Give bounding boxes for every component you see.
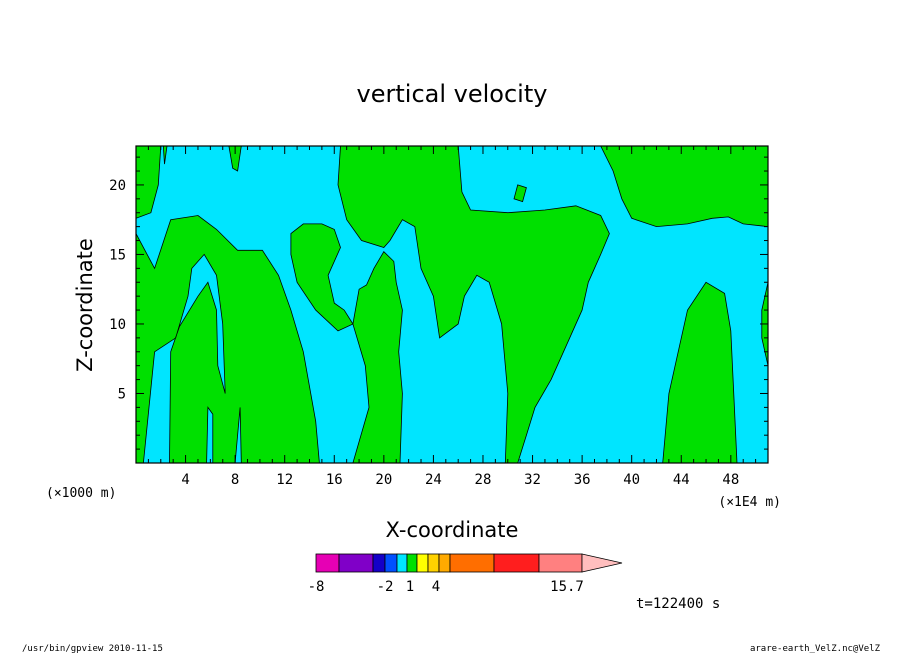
x-tick-label: 28	[475, 472, 492, 488]
colorbar-segment	[338, 553, 374, 573]
colorbar-label: 1	[406, 579, 414, 595]
contour-region-left-cell	[136, 146, 162, 219]
colorbar-segment	[427, 553, 440, 573]
colorbar-segment	[315, 553, 340, 573]
x-unit-left: (×1000 m)	[46, 486, 116, 501]
contour-region-column-a	[136, 215, 320, 463]
colorbar-segment	[396, 553, 408, 573]
colorbar-segment	[416, 553, 429, 573]
x-tick-label: 40	[623, 472, 640, 488]
colorbar: -8 -2 1 4 15.7	[308, 553, 623, 595]
contour-region-small-blob	[513, 184, 527, 203]
x-unit-right: (×1E4 m)	[718, 495, 781, 510]
colorbar-segment	[372, 553, 386, 573]
colorbar-segment	[493, 553, 540, 573]
colorbar-label: -2	[377, 579, 394, 595]
plot-area	[135, 145, 769, 464]
contour-region-center-left	[290, 223, 403, 463]
time-label: t=122400 s	[636, 596, 720, 612]
x-axis-ticks: 4 8 12 16 20 24 28 32 36 40 44 48	[147, 146, 757, 488]
colorbar-arrow	[581, 553, 623, 573]
footer-left: /usr/bin/gpview 2010-11-15	[22, 644, 163, 654]
colorbar-label: 15.7	[550, 579, 584, 595]
colorbar-segment	[406, 553, 418, 573]
contour-region-upper-blob	[228, 146, 242, 172]
colorbar-segment	[449, 553, 495, 573]
chart-title: vertical velocity	[357, 80, 548, 108]
y-axis-ticks: 5 10 15 20	[109, 156, 768, 450]
contour-region-top-left	[136, 146, 168, 165]
x-tick-label: 4	[181, 472, 189, 488]
y-tick-label: 15	[109, 247, 126, 263]
x-tick-label: 44	[673, 472, 690, 488]
colorbar-label: -8	[308, 579, 325, 595]
x-tick-label: 36	[574, 472, 591, 488]
x-tick-label: 24	[425, 472, 442, 488]
contour-region-center-tower	[337, 146, 610, 463]
colorbar-segment	[538, 553, 583, 573]
x-tick-label: 12	[276, 472, 293, 488]
colorbar-segment	[438, 553, 451, 573]
y-axis-label: Z-coordinate	[73, 238, 97, 372]
colorbar-label: 4	[432, 579, 440, 595]
x-tick-label: 20	[375, 472, 392, 488]
x-axis-label: X-coordinate	[386, 518, 519, 542]
y-tick-label: 20	[109, 178, 126, 194]
y-tick-label: 10	[109, 317, 126, 333]
plot-frame	[135, 145, 769, 464]
x-tick-label: 48	[722, 472, 739, 488]
colorbar-segment	[384, 553, 398, 573]
x-tick-label: 32	[524, 472, 541, 488]
x-tick-label: 16	[326, 472, 343, 488]
contour-region-right-top	[600, 146, 768, 228]
y-tick-label: 5	[118, 386, 126, 402]
x-tick-label: 8	[231, 472, 239, 488]
footer-right: arare-earth_VelZ.nc@VelZ	[750, 644, 881, 654]
contour-region-right-tower	[662, 281, 738, 463]
